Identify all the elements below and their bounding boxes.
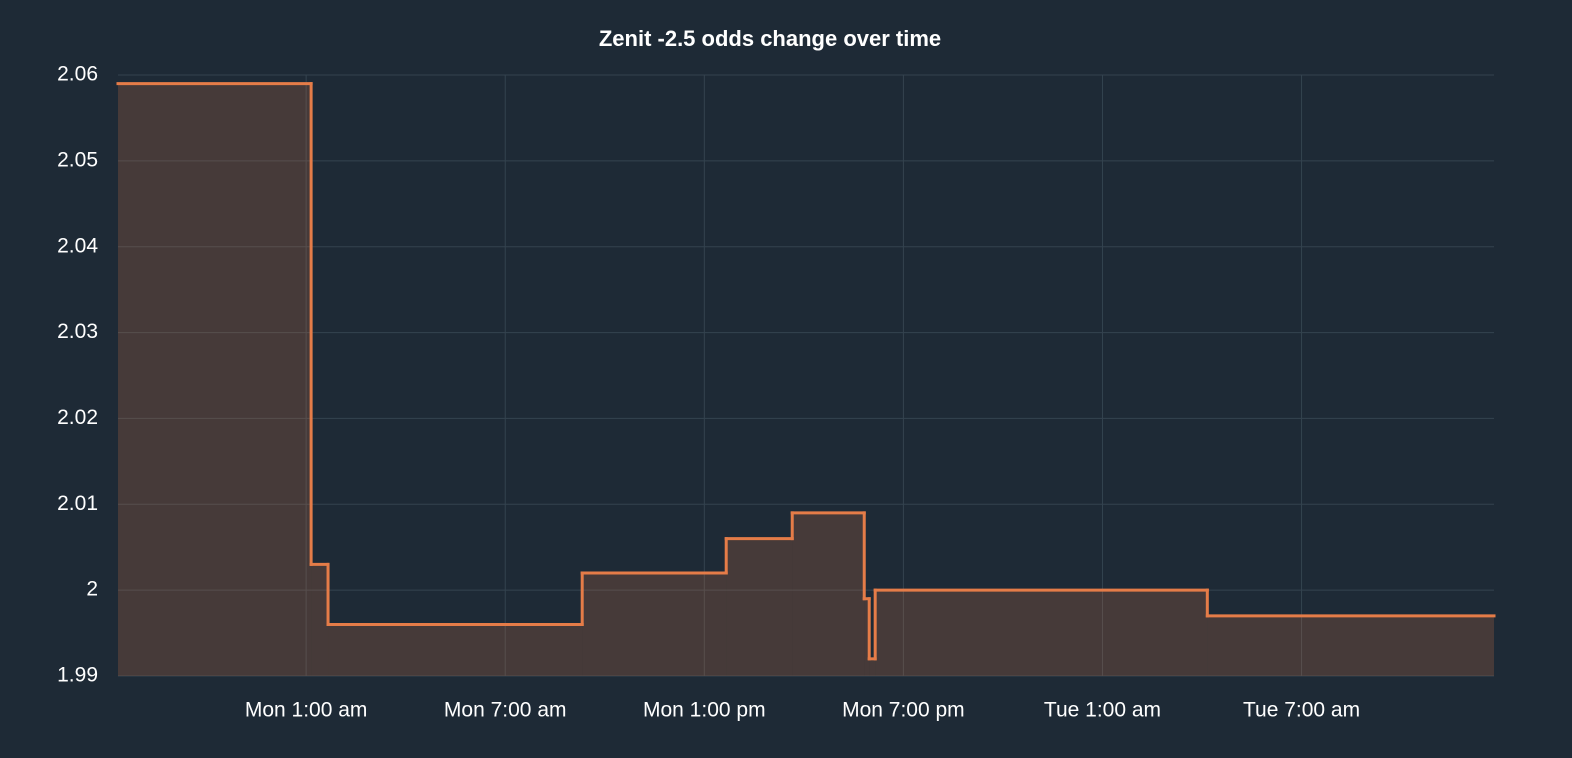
y-tick-label: 2.03 (57, 320, 98, 343)
y-tick-label: 2.05 (57, 148, 98, 171)
chart-title: Zenit -2.5 odds change over time (599, 26, 941, 51)
x-tick-label: Tue 1:00 am (1044, 699, 1161, 722)
x-tick-label: Tue 7:00 am (1243, 699, 1360, 722)
area-segment (1207, 615, 1494, 676)
area-segment (792, 512, 865, 676)
area-segment (864, 598, 870, 676)
x-tick-label: Mon 1:00 am (245, 699, 368, 722)
y-tick-label: 2.02 (57, 406, 98, 429)
area-segment (118, 83, 312, 677)
y-tick-label: 2.06 (57, 63, 98, 86)
x-tick-label: Mon 7:00 am (444, 699, 567, 722)
area-segment (328, 624, 583, 676)
x-tick-label: Mon 7:00 pm (842, 699, 965, 722)
area-segment (869, 658, 876, 676)
y-tick-label: 2.01 (57, 492, 98, 515)
area-segment (582, 572, 727, 676)
y-tick-label: 1.99 (57, 664, 98, 687)
area-segment (726, 538, 793, 676)
area-segment (311, 564, 329, 676)
x-tick-label: Mon 1:00 pm (643, 699, 766, 722)
area-segment (875, 590, 1208, 676)
y-tick-label: 2 (86, 578, 98, 601)
y-tick-label: 2.04 (57, 234, 98, 257)
